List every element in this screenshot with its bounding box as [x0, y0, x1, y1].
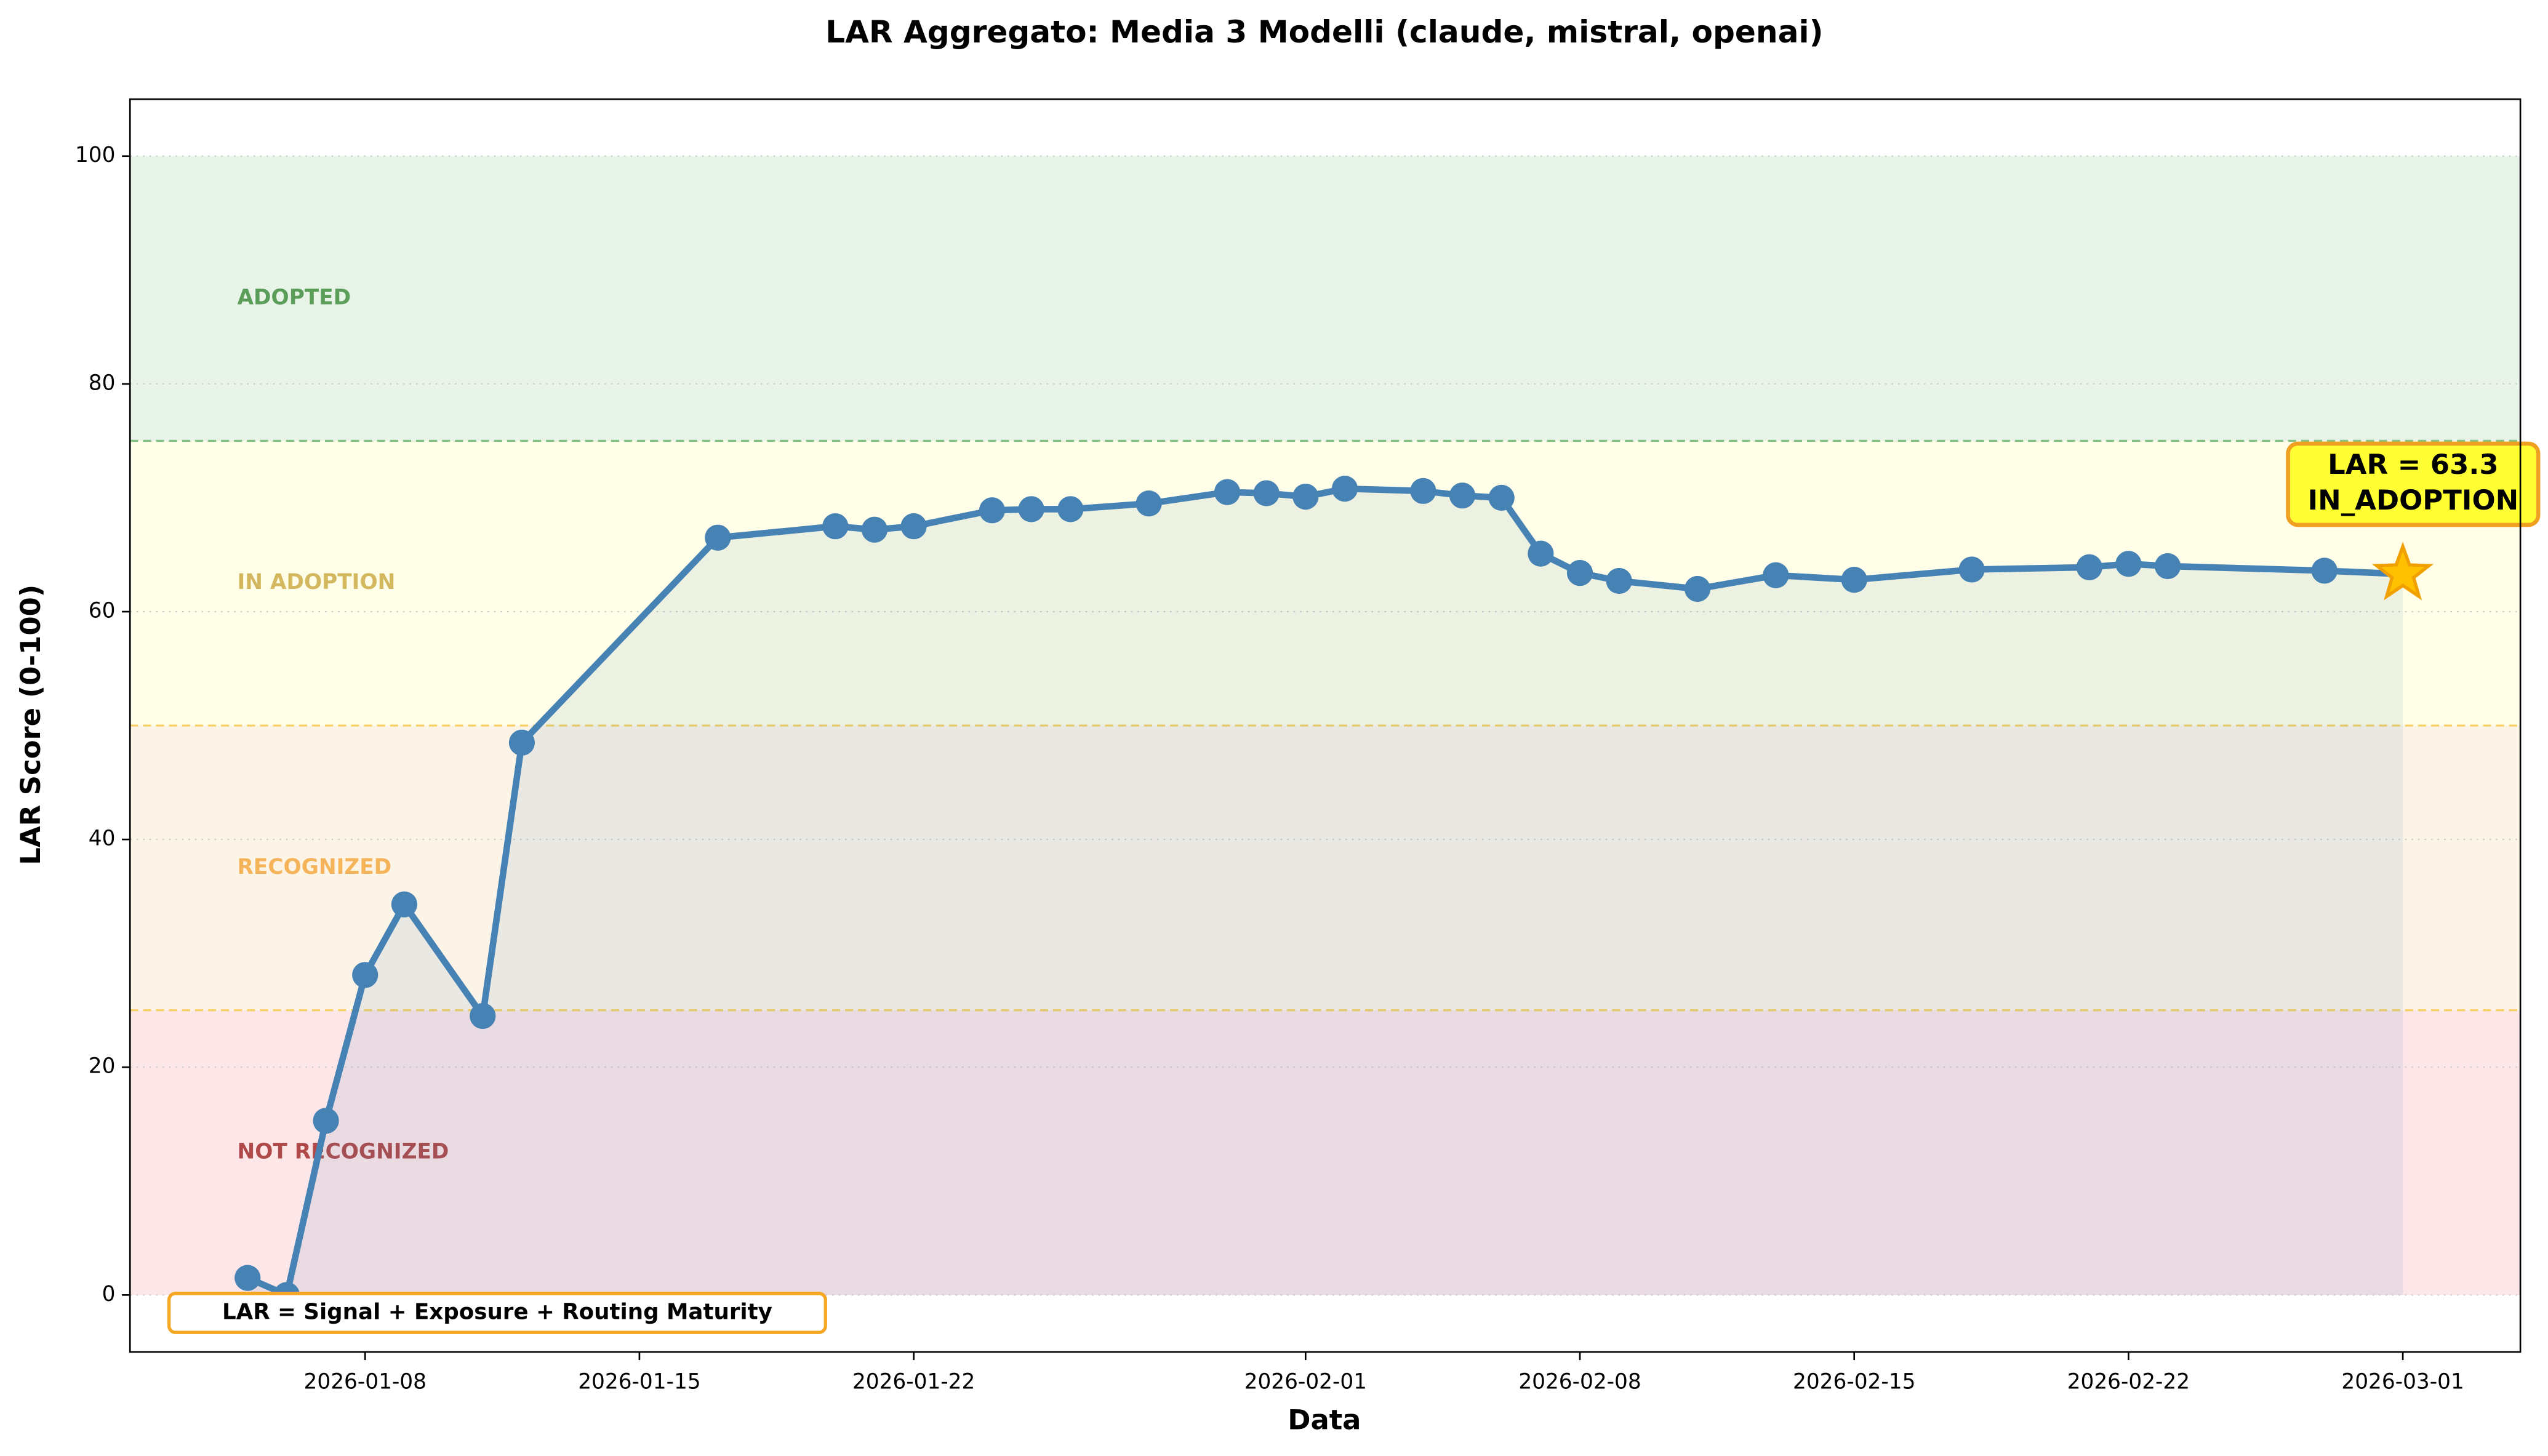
data-point — [1057, 496, 1084, 522]
data-point — [822, 513, 849, 540]
zone-band — [130, 441, 2521, 726]
area-fill — [247, 489, 2403, 1295]
data-point — [1253, 480, 1280, 506]
data-point — [1958, 556, 1985, 583]
data-point — [1410, 478, 1436, 504]
annotation-text: IN_ADOPTION — [2307, 484, 2518, 516]
y-axis-label: LAR Score (0-100) — [14, 585, 47, 865]
data-point — [1331, 475, 1358, 502]
last-point-star — [2372, 542, 2434, 601]
data-point — [313, 1108, 339, 1134]
x-tick-label: 2026-03-01 — [2341, 1370, 2464, 1394]
data-point — [1763, 562, 1789, 588]
y-tick-label: 60 — [89, 598, 116, 623]
data-point — [470, 1002, 496, 1030]
y-tick-label: 40 — [89, 826, 116, 851]
zone-band — [130, 156, 2521, 441]
data-point — [1214, 479, 1241, 505]
chart-title: LAR Aggregato: Media 3 Modelli (claude, … — [825, 14, 1823, 50]
x-tick-label: 2026-01-15 — [578, 1370, 700, 1394]
data-point — [1841, 567, 1867, 593]
zone-label: IN ADOPTION — [237, 570, 395, 594]
data-point — [234, 1265, 261, 1291]
data-point — [1449, 482, 1476, 509]
data-point — [705, 524, 731, 551]
data-point — [391, 891, 418, 918]
data-point — [1566, 559, 1593, 586]
data-point — [1018, 496, 1044, 522]
zone-band — [130, 1010, 2521, 1295]
data-point — [1684, 575, 1711, 602]
x-axis-label: Data — [1288, 1403, 1361, 1436]
data-point — [1292, 483, 1319, 510]
zone-band — [130, 726, 2521, 1010]
data-point — [1136, 490, 1162, 517]
data-point — [2154, 553, 2181, 580]
note-box — [167, 1292, 827, 1334]
x-tick-label: 2026-02-15 — [1793, 1370, 1915, 1394]
plot-frame — [129, 98, 2522, 1353]
data-point — [508, 729, 535, 756]
data-point — [1488, 484, 1515, 511]
y-tick-label: 80 — [89, 370, 116, 395]
data-point — [979, 497, 1006, 524]
x-tick-label: 2026-02-01 — [1244, 1370, 1367, 1394]
data-point — [1528, 540, 1554, 567]
y-tick-label: 0 — [102, 1282, 116, 1306]
data-point — [861, 516, 888, 543]
y-tick-label: 100 — [75, 143, 115, 167]
annotation-box — [2286, 441, 2541, 527]
data-point — [1606, 567, 1632, 594]
x-tick-label: 2026-01-22 — [852, 1370, 975, 1394]
x-tick-label: 2026-02-22 — [2067, 1370, 2190, 1394]
y-tick-label: 20 — [89, 1054, 116, 1079]
note-text: LAR = Signal + Exposure + Routing Maturi… — [222, 1300, 772, 1325]
annotation-text: LAR = 63.3 — [2328, 448, 2498, 481]
data-point — [2115, 551, 2142, 577]
data-point — [900, 513, 927, 540]
series-line — [246, 485, 2403, 1298]
zone-label: RECOGNIZED — [237, 855, 391, 879]
x-tick-label: 2026-01-08 — [304, 1370, 427, 1394]
x-tick-label: 2026-02-08 — [1518, 1370, 1641, 1394]
zone-label: NOT RECOGNIZED — [237, 1140, 449, 1164]
data-point — [2311, 558, 2338, 584]
zone-label: ADOPTED — [237, 286, 351, 310]
data-point — [2076, 554, 2102, 580]
data-point — [352, 962, 379, 988]
